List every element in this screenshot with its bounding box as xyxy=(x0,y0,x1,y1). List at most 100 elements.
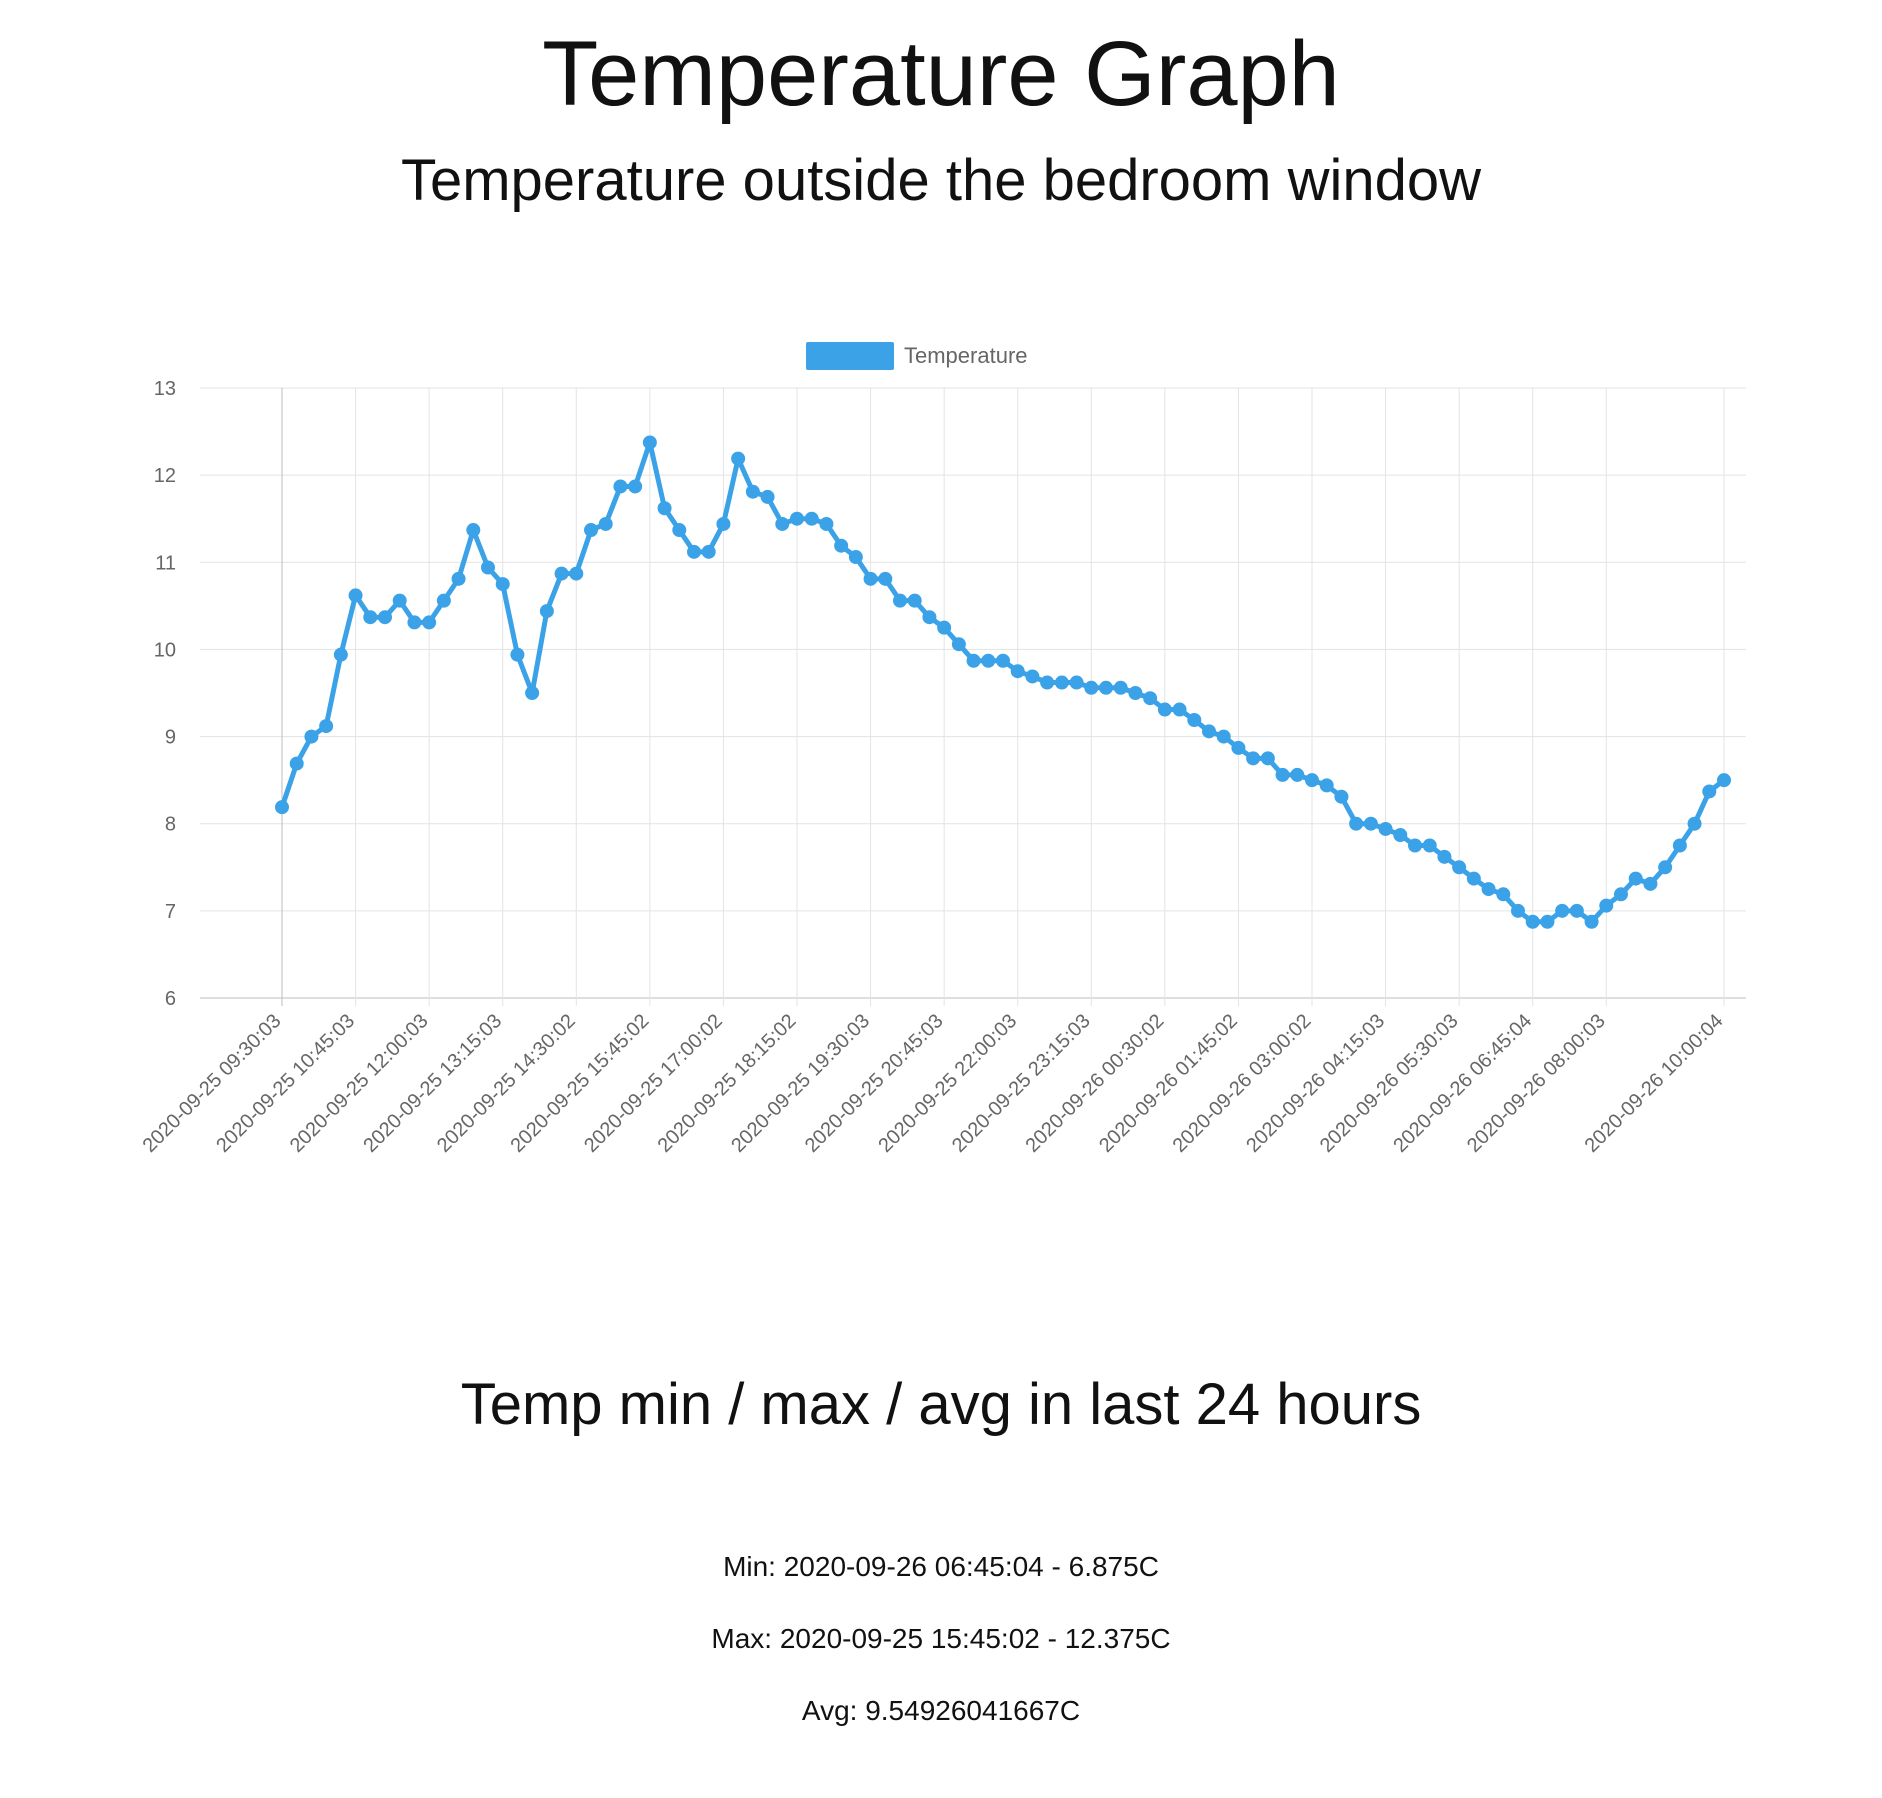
data-point[interactable] xyxy=(1260,751,1275,766)
data-point[interactable] xyxy=(1202,724,1216,739)
data-point[interactable] xyxy=(819,516,834,531)
data-point[interactable] xyxy=(1702,784,1717,799)
data-point[interactable] xyxy=(319,719,334,734)
data-point[interactable] xyxy=(275,800,289,815)
data-point[interactable] xyxy=(775,516,790,531)
data-point[interactable] xyxy=(1349,816,1364,831)
data-point[interactable] xyxy=(554,566,569,581)
data-point[interactable] xyxy=(907,593,922,608)
data-point[interactable] xyxy=(863,571,878,586)
data-point[interactable] xyxy=(804,511,819,526)
data-point[interactable] xyxy=(1481,882,1496,897)
data-point[interactable] xyxy=(1172,702,1187,717)
data-point[interactable] xyxy=(1437,849,1452,864)
data-point[interactable] xyxy=(1614,887,1628,902)
data-point[interactable] xyxy=(922,610,937,625)
data-point[interactable] xyxy=(407,615,422,630)
data-point[interactable] xyxy=(378,610,392,625)
data-point[interactable] xyxy=(304,729,319,744)
data-point[interactable] xyxy=(539,604,554,619)
data-point[interactable] xyxy=(392,593,407,608)
data-point[interactable] xyxy=(893,593,907,608)
data-point[interactable] xyxy=(525,686,540,700)
data-point[interactable] xyxy=(1290,767,1305,782)
data-point[interactable] xyxy=(481,560,495,575)
data-point[interactable] xyxy=(996,653,1010,668)
data-point[interactable] xyxy=(1599,898,1614,913)
data-point[interactable] xyxy=(1319,778,1334,793)
data-point[interactable] xyxy=(466,523,481,538)
data-point[interactable] xyxy=(1643,876,1658,891)
data-point[interactable] xyxy=(348,588,363,603)
data-point[interactable] xyxy=(1555,903,1570,918)
data-point[interactable] xyxy=(1010,664,1025,679)
data-point[interactable] xyxy=(760,489,775,504)
data-point[interactable] xyxy=(1054,675,1069,690)
data-point[interactable] xyxy=(1305,773,1319,788)
data-point[interactable] xyxy=(937,620,952,635)
data-point[interactable] xyxy=(333,647,348,662)
data-point[interactable] xyxy=(1466,871,1481,886)
data-point[interactable] xyxy=(745,484,760,499)
data-point[interactable] xyxy=(1628,871,1643,886)
data-point[interactable] xyxy=(1569,903,1584,918)
data-point[interactable] xyxy=(1143,691,1158,706)
data-point[interactable] xyxy=(422,615,437,630)
data-point[interactable] xyxy=(1187,713,1202,728)
data-point[interactable] xyxy=(1246,751,1261,766)
data-point[interactable] xyxy=(1069,675,1084,690)
data-point[interactable] xyxy=(1525,914,1540,929)
data-point[interactable] xyxy=(1496,887,1511,902)
data-point[interactable] xyxy=(1040,675,1055,690)
data-point[interactable] xyxy=(701,544,716,559)
data-point[interactable] xyxy=(672,523,687,538)
data-point[interactable] xyxy=(1157,702,1172,717)
data-point[interactable] xyxy=(966,653,981,668)
data-point[interactable] xyxy=(834,538,849,553)
data-point[interactable] xyxy=(628,479,643,494)
data-point[interactable] xyxy=(1378,821,1393,836)
data-point[interactable] xyxy=(1231,740,1246,755)
data-point[interactable] xyxy=(1511,903,1525,918)
data-point[interactable] xyxy=(716,516,731,531)
legend-label-temperature[interactable]: Temperature xyxy=(904,343,1028,368)
data-point[interactable] xyxy=(951,637,966,652)
data-point[interactable] xyxy=(289,756,304,771)
data-point[interactable] xyxy=(1393,828,1408,843)
data-point[interactable] xyxy=(363,610,378,625)
data-point[interactable] xyxy=(1099,680,1113,695)
data-point[interactable] xyxy=(584,523,598,538)
data-point[interactable] xyxy=(790,511,804,526)
data-point[interactable] xyxy=(878,571,893,586)
data-point[interactable] xyxy=(1334,789,1349,804)
data-point[interactable] xyxy=(1113,680,1128,695)
data-point[interactable] xyxy=(1025,669,1040,684)
data-point[interactable] xyxy=(1717,773,1731,788)
data-point[interactable] xyxy=(1216,729,1231,744)
data-point[interactable] xyxy=(848,550,863,565)
data-point[interactable] xyxy=(1275,767,1290,782)
data-point[interactable] xyxy=(1672,838,1687,853)
data-point[interactable] xyxy=(687,544,701,559)
data-point[interactable] xyxy=(510,647,525,662)
data-point[interactable] xyxy=(1422,838,1437,853)
data-point[interactable] xyxy=(495,577,510,592)
data-point[interactable] xyxy=(1408,838,1422,853)
data-point[interactable] xyxy=(1687,816,1702,831)
data-point[interactable] xyxy=(1584,914,1599,929)
data-point[interactable] xyxy=(598,516,613,531)
data-point[interactable] xyxy=(569,566,584,581)
data-point[interactable] xyxy=(1084,680,1099,695)
data-point[interactable] xyxy=(1540,914,1555,929)
data-point[interactable] xyxy=(436,593,451,608)
data-point[interactable] xyxy=(1363,816,1378,831)
data-point[interactable] xyxy=(613,479,628,494)
data-point[interactable] xyxy=(451,571,466,586)
data-point[interactable] xyxy=(1452,860,1467,875)
data-point[interactable] xyxy=(642,435,657,450)
data-point[interactable] xyxy=(657,501,672,516)
data-point[interactable] xyxy=(981,653,996,668)
legend-swatch-temperature[interactable] xyxy=(806,342,894,370)
data-point[interactable] xyxy=(1658,860,1673,875)
data-point[interactable] xyxy=(731,451,746,466)
